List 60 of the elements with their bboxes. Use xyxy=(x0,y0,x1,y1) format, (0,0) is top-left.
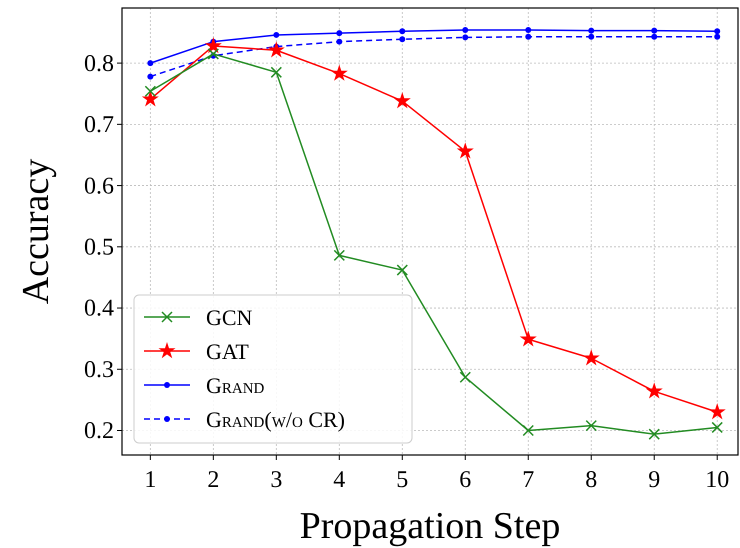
point xyxy=(522,424,534,436)
x-tick-label: 5 xyxy=(396,467,408,493)
point xyxy=(142,90,159,106)
point xyxy=(648,428,660,440)
point xyxy=(208,48,220,60)
point xyxy=(204,37,222,54)
point xyxy=(270,66,282,78)
point xyxy=(399,28,406,34)
y-tick-label: 0.3 xyxy=(84,356,114,383)
y-axis-title: Accuracy xyxy=(15,158,57,304)
legend-label: Grand(w/o CR) xyxy=(206,407,345,432)
point xyxy=(708,403,726,420)
point xyxy=(582,349,600,366)
point xyxy=(646,382,663,399)
x-tick-label: 3 xyxy=(270,467,282,493)
x-tick-label: 6 xyxy=(459,467,472,493)
point xyxy=(462,34,468,40)
x-tick-label: 8 xyxy=(585,467,598,493)
point xyxy=(714,28,720,34)
point xyxy=(147,60,154,66)
point xyxy=(651,34,658,40)
x-tick-label: 1 xyxy=(144,467,156,493)
y-tick-label: 0.5 xyxy=(84,234,114,260)
y-tick-label: 0.6 xyxy=(84,173,114,200)
point xyxy=(651,28,658,34)
point xyxy=(399,36,406,42)
x-tick-label: 2 xyxy=(207,467,220,493)
legend-label: GAT xyxy=(206,339,250,364)
x-axis-title: Propagation Step xyxy=(300,505,560,547)
point xyxy=(588,34,594,40)
x-tick-label: 9 xyxy=(648,467,660,493)
point xyxy=(714,34,720,40)
point xyxy=(460,371,472,383)
y-tick-label: 0.8 xyxy=(84,50,114,77)
x-tick-label: 4 xyxy=(333,467,346,493)
point xyxy=(147,74,154,80)
point xyxy=(525,34,532,40)
point xyxy=(273,32,280,38)
y-tick-label: 0.2 xyxy=(84,418,114,444)
y-tick-label: 0.4 xyxy=(84,296,114,322)
point xyxy=(268,41,285,58)
x-tick-label: 10 xyxy=(705,467,730,493)
point xyxy=(334,250,346,262)
point xyxy=(396,264,408,276)
y-tick-label: 0.7 xyxy=(84,112,114,138)
point xyxy=(336,30,342,36)
point xyxy=(144,86,156,98)
x-tick-label: 7 xyxy=(522,467,534,493)
point xyxy=(336,38,342,45)
legend-label: Grand xyxy=(206,373,265,398)
point xyxy=(462,27,468,34)
point xyxy=(711,422,723,434)
point xyxy=(520,330,537,347)
point xyxy=(585,420,597,432)
point xyxy=(330,64,348,81)
legend-label: GCN xyxy=(206,305,253,330)
point xyxy=(456,142,474,159)
point xyxy=(394,92,411,108)
point xyxy=(588,28,594,34)
point xyxy=(525,27,532,34)
